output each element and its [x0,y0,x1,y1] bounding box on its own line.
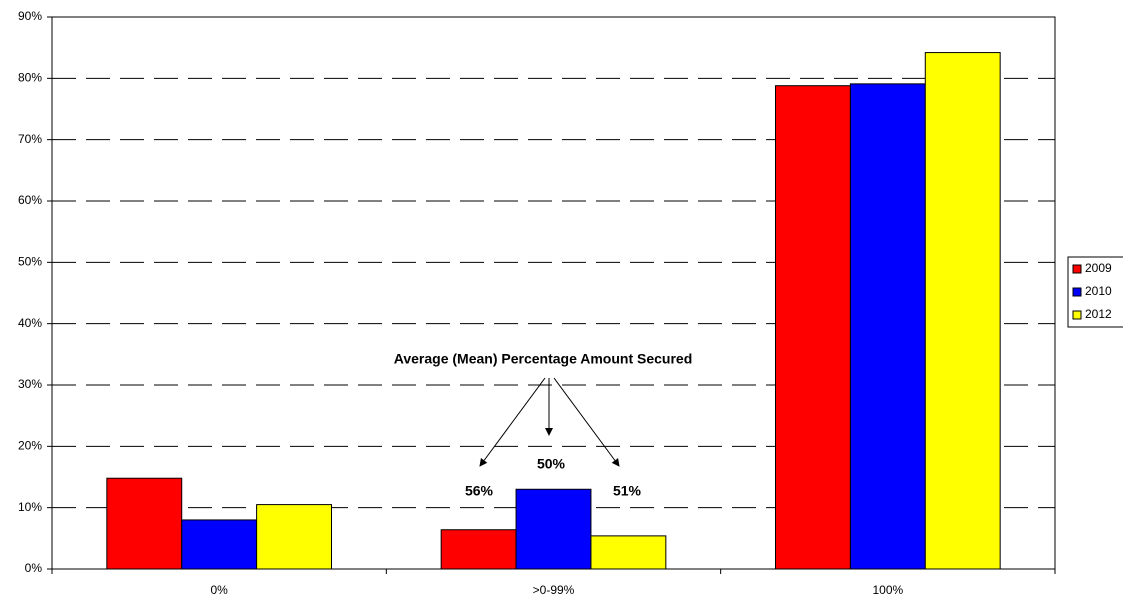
legend-label: 2010 [1085,284,1112,298]
arrow [479,377,546,467]
legend-label: 2009 [1085,261,1112,275]
bar [256,504,333,570]
y-tick-label: 20% [18,439,42,453]
annotation-value: 50% [537,456,566,472]
bar [181,519,258,570]
bar [849,83,926,570]
y-tick-label: 0% [25,561,43,575]
arrow [553,377,620,467]
plot-border [51,16,1056,570]
bar [590,535,667,570]
bar [515,488,592,570]
bar [106,477,183,570]
y-tick-label: 80% [18,71,42,85]
bar [440,529,517,570]
y-tick-label: 30% [18,377,42,391]
plot-area [52,16,1055,570]
y-tick-label: 50% [18,255,42,269]
bar [924,52,1001,570]
x-tick-label: 0% [210,583,228,596]
y-tick-label: 60% [18,193,42,207]
x-tick-label: 100% [872,583,903,596]
annotation-value: 56% [465,483,494,499]
bar [774,85,851,570]
x-tick-label: >0-99% [533,583,575,596]
legend-swatch [1072,310,1082,320]
legend-swatch [1072,287,1082,297]
y-tick-label: 40% [18,316,42,330]
legend-label: 2012 [1085,307,1112,321]
annotation-value: 51% [613,483,642,499]
y-tick-label: 70% [18,132,42,146]
y-tick-label: 10% [18,500,42,514]
annotation-title: Average (Mean) Percentage Amount Secured [394,351,693,367]
y-tick-label: 90% [18,9,42,23]
legend-swatch [1072,264,1082,274]
